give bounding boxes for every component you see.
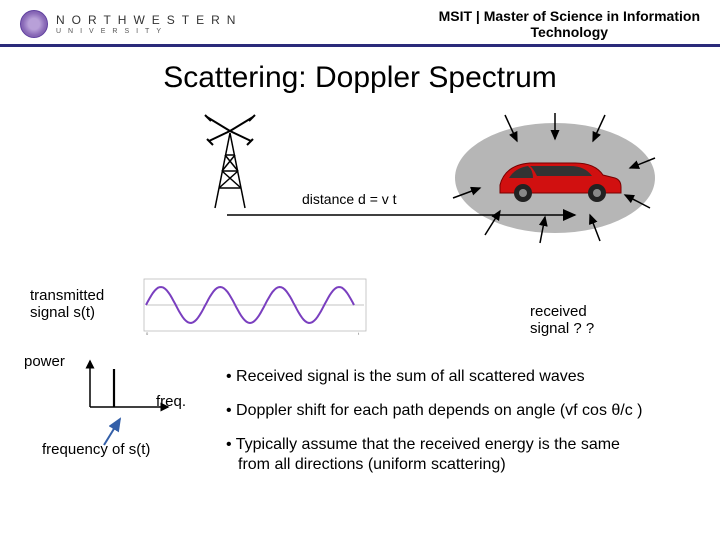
rx-signal-label: received signal ? ? bbox=[530, 303, 680, 338]
rx-line1: received bbox=[530, 303, 587, 320]
diagram-stage: distance d = v t bbox=[0, 113, 720, 283]
bullet-list: • Received signal is the sum of all scat… bbox=[226, 359, 690, 475]
bullet-1: • Received signal is the sum of all scat… bbox=[226, 367, 690, 387]
freq-axis-label: freq. bbox=[156, 393, 186, 410]
bullet-3: • Typically assume that the received ene… bbox=[226, 435, 690, 475]
tx-signal-label: transmitted signal s(t) bbox=[30, 287, 140, 322]
lower-section: power freq. frequency of s(t) • Received… bbox=[0, 353, 720, 475]
header: NORTHWESTERN UNIVERSITY MSIT | Master of… bbox=[0, 0, 720, 47]
power-axis-label: power bbox=[24, 353, 65, 370]
program-line-1: MSIT | Master of Science in Information bbox=[439, 8, 700, 24]
university-subline: UNIVERSITY bbox=[56, 28, 242, 35]
program-line-2: Technology bbox=[439, 24, 700, 40]
page-title: Scattering: Doppler Spectrum bbox=[0, 61, 720, 95]
bullet-3-line2: from all directions (uniform scattering) bbox=[238, 455, 690, 475]
distance-arrow bbox=[225, 208, 580, 222]
university-logo: NORTHWESTERN UNIVERSITY bbox=[20, 10, 242, 38]
university-text: NORTHWESTERN UNIVERSITY bbox=[56, 14, 242, 35]
bullet-3-line1: • Typically assume that the received ene… bbox=[226, 436, 620, 453]
signals-row: transmitted signal s(t) 0 t received sign… bbox=[0, 283, 720, 353]
university-name: NORTHWESTERN bbox=[56, 14, 242, 26]
seal-icon bbox=[20, 10, 48, 38]
tower-icon bbox=[195, 113, 265, 213]
svg-text:0: 0 bbox=[146, 331, 149, 336]
bullet-2: • Doppler shift for each path depends on… bbox=[226, 401, 690, 421]
freq-of-st-label: frequency of s(t) bbox=[42, 441, 150, 458]
sine-wave: 0t bbox=[140, 277, 370, 337]
scatter-region bbox=[445, 113, 665, 253]
tx-line2: signal s(t) bbox=[30, 304, 95, 321]
rx-line2: signal ? ? bbox=[530, 320, 594, 337]
svg-text:t: t bbox=[358, 331, 360, 336]
tx-line1: transmitted bbox=[30, 287, 104, 304]
distance-label: distance d = v t bbox=[300, 191, 399, 207]
program-title: MSIT | Master of Science in Information … bbox=[439, 8, 700, 40]
